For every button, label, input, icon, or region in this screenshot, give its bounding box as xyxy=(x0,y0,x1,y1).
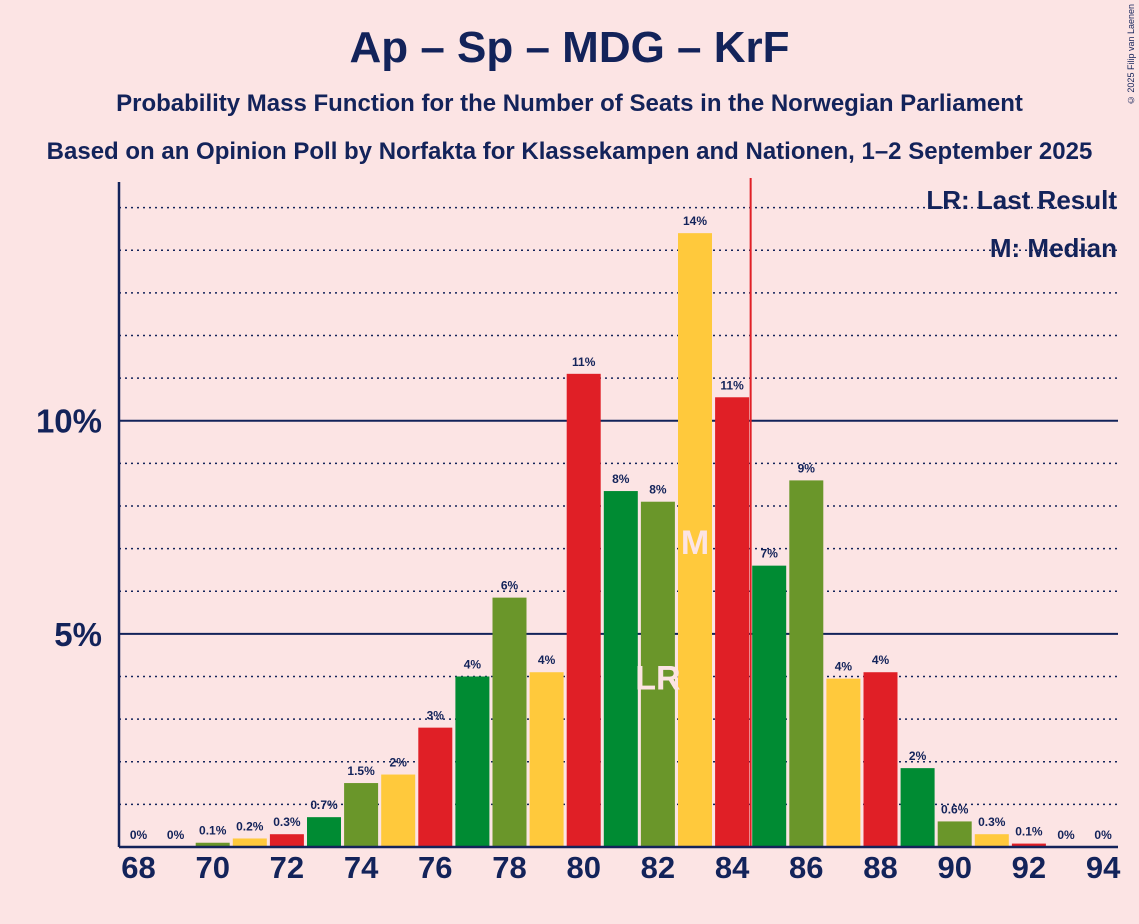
x-tick-label-76: 76 xyxy=(418,850,452,885)
x-tick-label-92: 92 xyxy=(1012,850,1046,885)
bar-value-labels: 0% 0% 0.1% 0.2% 0.3% 0.7% 1.5% 2% 3% 4% 6% 4% 11% 8% 8… xyxy=(130,214,1112,842)
median-marker: M xyxy=(681,524,709,562)
bar-label-seat-74: 1.5% xyxy=(347,764,375,778)
bar-seat-82 xyxy=(640,501,675,847)
bar-seat-79 xyxy=(529,672,564,847)
bar-label-seat-88: 4% xyxy=(872,653,890,667)
bar-seat-90 xyxy=(937,821,972,847)
bar-seat-80 xyxy=(566,373,601,847)
bar-seat-88 xyxy=(863,672,898,847)
bar-label-seat-84: 11% xyxy=(720,378,744,392)
bar-seat-75 xyxy=(381,774,416,847)
legend: LR: Last Result M: Median xyxy=(926,185,1117,263)
y-tick-label-10: 10% xyxy=(36,403,102,440)
legend-median: M: Median xyxy=(990,233,1117,263)
bar-label-seat-94: 0% xyxy=(1094,828,1112,842)
bar-seat-73 xyxy=(307,817,341,847)
bar-seat-83 xyxy=(678,233,712,848)
bar-label-seat-70: 0.1% xyxy=(199,824,227,838)
bar-label-seat-89: 2% xyxy=(909,749,927,763)
bar-seat-78 xyxy=(492,597,527,847)
bar-seat-85 xyxy=(752,565,787,847)
x-tick-label-94: 94 xyxy=(1086,850,1121,885)
last-result-marker: LR xyxy=(635,659,680,697)
bar-markers: M LR xyxy=(635,524,709,697)
y-tick-label-5: 5% xyxy=(54,616,102,653)
bar-label-seat-81: 8% xyxy=(612,472,630,486)
bar-label-seat-90: 0.6% xyxy=(941,802,969,816)
bar-label-seat-91: 0.3% xyxy=(978,815,1006,829)
bar-label-seat-71: 0.2% xyxy=(236,819,264,833)
x-tick-label-72: 72 xyxy=(270,850,304,885)
chart-subtitle: Probability Mass Function for the Number… xyxy=(116,90,1023,117)
bar-label-seat-77: 4% xyxy=(464,657,482,671)
bar-label-seat-82: 8% xyxy=(649,483,667,497)
x-tick-label-68: 68 xyxy=(121,850,155,885)
bar-label-seat-72: 0.3% xyxy=(273,815,301,829)
bar-seat-89 xyxy=(900,768,935,847)
bar-label-seat-75: 2% xyxy=(390,756,408,770)
bar-seat-74 xyxy=(344,783,379,847)
bar-seat-81 xyxy=(603,491,638,847)
x-tick-label-74: 74 xyxy=(344,850,379,885)
bar-label-seat-78: 6% xyxy=(501,579,519,593)
bar-label-seat-93: 0% xyxy=(1057,828,1075,842)
bar-label-seat-92: 0.1% xyxy=(1015,825,1043,839)
bar-seat-92 xyxy=(1011,843,1046,847)
bar-label-seat-69: 0% xyxy=(167,828,185,842)
chart-source-line: Based on an Opinion Poll by Norfakta for… xyxy=(46,138,1093,165)
bar-label-seat-86: 9% xyxy=(798,461,816,475)
bar-seat-86 xyxy=(789,480,824,847)
x-tick-label-88: 88 xyxy=(863,850,897,885)
x-tick-label-86: 86 xyxy=(789,850,823,885)
bar-seat-76 xyxy=(418,727,453,847)
x-tick-label-70: 70 xyxy=(195,850,229,885)
x-tick-label-78: 78 xyxy=(492,850,526,885)
bar-series xyxy=(195,233,1046,848)
axes: 68 70 72 74 76 78 80 82 84 86 88 90 92 94 5% 10% xyxy=(36,178,1121,885)
x-tick-label-84: 84 xyxy=(715,850,750,885)
bar-seat-87 xyxy=(826,678,861,847)
bar-label-seat-87: 4% xyxy=(835,660,853,674)
bar-seat-72 xyxy=(269,834,304,847)
bar-label-seat-85: 7% xyxy=(761,547,779,561)
bar-seat-91 xyxy=(974,834,1009,847)
chart-title: Ap – Sp – MDG – KrF xyxy=(349,23,790,72)
bar-label-seat-68: 0% xyxy=(130,828,148,842)
bar-label-seat-73: 0.7% xyxy=(310,798,338,812)
x-tick-label-80: 80 xyxy=(566,850,600,885)
legend-last-result: LR: Last Result xyxy=(926,185,1117,215)
x-tick-label-90: 90 xyxy=(937,850,971,885)
bar-label-seat-83: 14% xyxy=(683,214,707,228)
bar-seat-71 xyxy=(232,838,267,847)
x-tick-label-82: 82 xyxy=(641,850,675,885)
bar-label-seat-80: 11% xyxy=(572,355,596,369)
bar-label-seat-79: 4% xyxy=(538,653,556,667)
bar-label-seat-76: 3% xyxy=(427,709,445,723)
bar-seat-77 xyxy=(455,676,490,847)
bar-seat-84 xyxy=(715,397,750,847)
bar-seat-70 xyxy=(195,842,230,847)
